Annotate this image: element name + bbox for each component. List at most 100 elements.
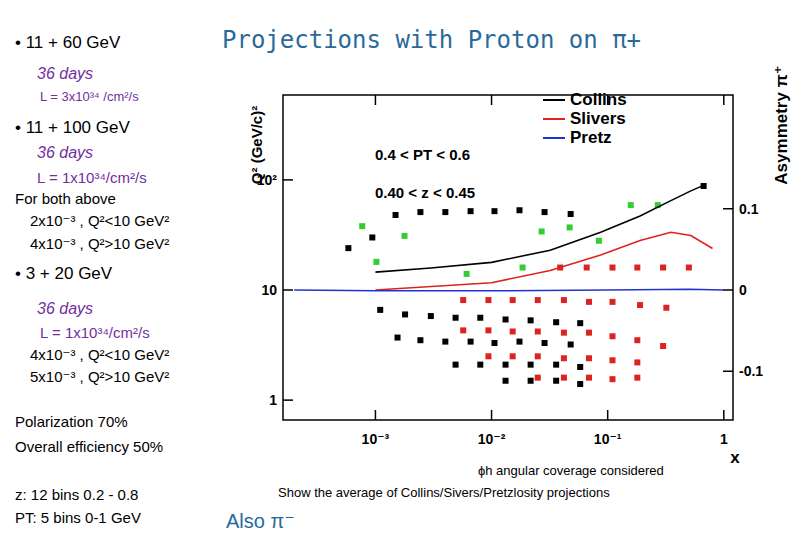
point	[442, 209, 448, 215]
point	[468, 339, 474, 345]
slide-text: 2x10⁻³ , Q²<10 GeV²	[30, 212, 169, 229]
slide-text: Polarization 70%	[15, 413, 128, 430]
point	[660, 265, 666, 271]
point	[491, 208, 497, 214]
point	[460, 327, 466, 333]
x-tick-label: 10⁻²	[478, 431, 506, 447]
y-tick-label: 10	[261, 282, 277, 298]
point	[460, 297, 466, 303]
y2-tick	[723, 289, 733, 291]
point	[442, 339, 448, 345]
point	[660, 343, 666, 349]
x-tick	[723, 95, 725, 105]
slide-text: 36 days	[37, 300, 93, 317]
point	[609, 265, 615, 271]
y-tick	[283, 289, 293, 291]
point	[428, 313, 434, 319]
point	[359, 223, 365, 229]
point	[596, 238, 602, 244]
slide-text: 36 days	[37, 65, 93, 82]
point	[553, 378, 559, 384]
point	[485, 353, 491, 359]
point	[577, 364, 583, 370]
point	[628, 202, 634, 208]
y2-tick-label: 0.1	[739, 201, 759, 217]
y2-tick-label: -0.1	[739, 363, 763, 379]
point	[528, 362, 534, 368]
point	[568, 211, 574, 217]
footer: Also π⁻	[226, 510, 295, 532]
slide-text: 4x10⁻³ , Q²>10 GeV²	[30, 235, 169, 252]
point	[542, 209, 548, 215]
point	[528, 317, 534, 323]
point	[609, 299, 615, 305]
legend-swatch	[543, 137, 565, 139]
slide-text: L = 1x10³⁴/cm²/s	[40, 324, 150, 341]
slide-text: 36 days	[37, 144, 93, 161]
legend-swatch	[543, 99, 565, 101]
point	[453, 362, 459, 368]
point	[586, 375, 592, 381]
point	[586, 299, 592, 305]
point	[377, 307, 383, 313]
slide-text: L = 3x10³⁴ /cm²/s	[40, 89, 139, 104]
point	[402, 311, 408, 317]
point	[561, 297, 567, 303]
point	[561, 375, 567, 381]
title: Projections with Proton on π+	[222, 26, 641, 54]
point	[373, 259, 379, 265]
x-tick	[607, 410, 609, 420]
point	[503, 316, 509, 322]
point	[586, 355, 592, 361]
point	[539, 228, 545, 234]
plot-marks	[294, 183, 724, 387]
point	[510, 297, 516, 303]
curve	[294, 289, 724, 291]
legend-label: Slivers	[570, 109, 626, 128]
point	[577, 320, 583, 326]
point	[510, 353, 516, 359]
point	[516, 339, 522, 345]
point	[637, 302, 643, 308]
slide-text: L = 1x10³⁴/cm²/s	[37, 169, 147, 186]
y2-tick-label: 0	[739, 282, 747, 298]
point	[402, 233, 408, 239]
point	[609, 333, 615, 339]
curve	[375, 184, 705, 272]
point	[686, 265, 692, 271]
point	[584, 265, 590, 271]
point	[609, 357, 615, 363]
point	[510, 328, 516, 334]
legend-label: Collins	[570, 90, 627, 109]
point	[477, 315, 483, 321]
slide-text: • 11 + 100 GeV	[15, 118, 130, 137]
slide-text: • 3 + 20 GeV	[15, 264, 113, 283]
y-tick-label: 1	[269, 392, 277, 408]
x-tick	[491, 95, 493, 105]
point	[369, 234, 375, 240]
point	[634, 359, 640, 365]
point	[485, 297, 491, 303]
point	[535, 328, 541, 334]
page: {"chart_data": { "type": "scatter", "tit…	[0, 0, 792, 540]
annotation: 0.40 < z < 0.45	[375, 184, 475, 201]
point	[485, 327, 491, 333]
note: Show the average of Collins/Sivers/Pretz…	[278, 485, 610, 500]
point	[535, 375, 541, 381]
x-tick	[375, 95, 377, 105]
slide-text: 4x10⁻³ , Q²<10 GeV²	[30, 346, 169, 363]
x-tick-label: 10⁻¹	[594, 431, 622, 447]
y-tick	[283, 399, 293, 401]
point	[417, 209, 423, 215]
y2-tick	[723, 208, 733, 210]
note: ϕh angular coverage considered	[478, 463, 664, 478]
x-tick	[491, 410, 493, 420]
legend-label: Pretz	[570, 128, 612, 147]
point	[468, 208, 474, 214]
x-tick-label: 1	[720, 431, 728, 447]
point	[634, 375, 640, 381]
slide-text: For both above	[15, 190, 116, 207]
legend: CollinsSliversPretz	[543, 90, 627, 147]
y2-axis-label: Asymmetry π⁺	[772, 65, 791, 184]
point	[528, 378, 534, 384]
